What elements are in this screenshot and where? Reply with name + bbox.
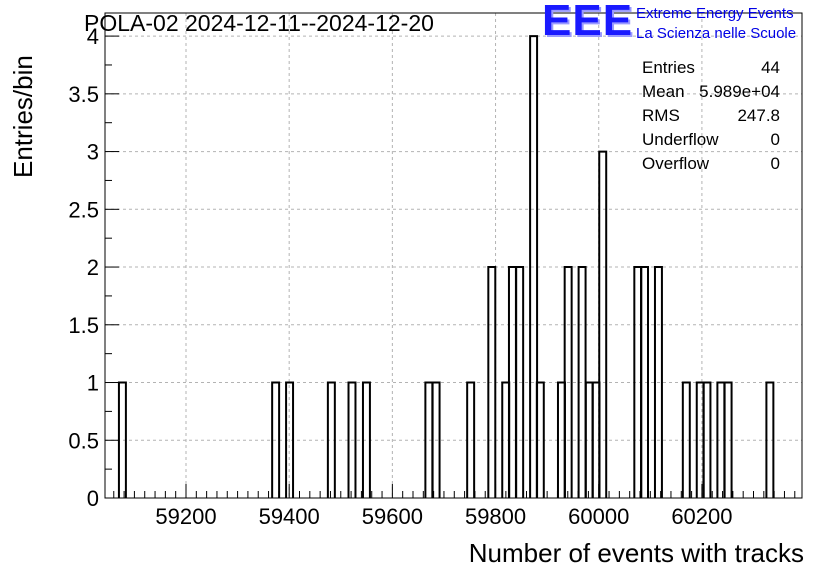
- histogram-bin: [640, 266, 649, 498]
- y-tick-label: 2.5: [68, 197, 99, 222]
- y-tick-label: 0.5: [68, 428, 99, 453]
- histogram-bin: [723, 381, 733, 498]
- y-tick-label: 3.5: [68, 82, 99, 107]
- histogram-bin: [285, 381, 295, 498]
- x-tick-label: 60200: [671, 504, 732, 529]
- x-tick-label: 59800: [465, 504, 526, 529]
- y-tick-label: 2: [87, 255, 99, 280]
- y-tick-label: 3: [87, 140, 99, 165]
- x-tick-label: 59600: [362, 504, 423, 529]
- y-tick-label: 1: [87, 371, 99, 396]
- y-tick-label: 1.5: [68, 313, 99, 338]
- histogram-bin: [515, 266, 525, 498]
- stats-value: 247.8: [737, 106, 780, 125]
- histogram-bin: [765, 381, 775, 498]
- stats-row: Underflow 0: [642, 130, 780, 154]
- histogram-bin: [598, 150, 608, 498]
- logo-caption-line1: Extreme Energy Events: [636, 5, 794, 22]
- chart-title: POLA-02 2024-12-11--2024-12-20: [84, 10, 434, 36]
- x-tick-label: 60000: [568, 504, 629, 529]
- x-tick-label: 59400: [259, 504, 320, 529]
- histogram-bin: [535, 381, 545, 498]
- x-tick-label: 59200: [155, 504, 216, 529]
- histogram-bin: [466, 381, 476, 498]
- stats-value: 0: [770, 154, 780, 173]
- stats-row: RMS 247.8: [642, 106, 780, 130]
- x-axis-label: Number of events with tracks: [468, 538, 804, 568]
- stats-row: Overflow 0: [642, 154, 780, 178]
- stats-value: 44: [761, 58, 780, 77]
- stats-row: Entries 44: [642, 58, 780, 82]
- y-tick-label: 4: [87, 24, 99, 49]
- stats-key: Entries: [642, 58, 695, 77]
- stats-value: 5.989e+04: [699, 82, 780, 101]
- histogram-bin: [563, 266, 573, 498]
- stats-box: Entries 44 Mean 5.989e+04 RMS 247.8 Underflow 0…: [642, 58, 780, 178]
- histogram-bin: [487, 266, 497, 498]
- stats-value: 0: [770, 130, 780, 149]
- stats-key: RMS: [642, 106, 680, 125]
- histogram-bin: [702, 381, 712, 498]
- eee-logo-letters: EEE: [542, 0, 634, 45]
- histogram-bin: [271, 381, 281, 498]
- stats-key: Overflow: [642, 154, 710, 173]
- plot-frame: [104, 12, 803, 499]
- stats-key: Mean: [642, 82, 685, 101]
- histogram-bin: [681, 381, 691, 498]
- histogram-bin: [347, 381, 357, 498]
- histogram-bin: [529, 35, 539, 498]
- histogram-bin: [361, 381, 371, 498]
- logo-caption-line2: La Scienza nelle Scuole: [636, 25, 797, 42]
- y-axis-label: Entries/bin: [8, 55, 38, 178]
- eee-logo: EEE Extreme Energy Events La Scienza nel…: [542, 0, 832, 46]
- stats-key: Underflow: [642, 130, 719, 149]
- histogram-bin: [431, 381, 441, 498]
- stats-row: Mean 5.989e+04: [642, 82, 780, 106]
- y-tick-label: 0: [87, 486, 99, 511]
- histogram-bin: [326, 381, 336, 498]
- histogram-bin: [653, 266, 663, 498]
